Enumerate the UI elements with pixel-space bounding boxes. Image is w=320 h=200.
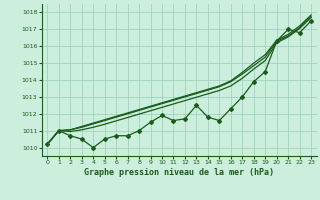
X-axis label: Graphe pression niveau de la mer (hPa): Graphe pression niveau de la mer (hPa) [84,168,274,177]
